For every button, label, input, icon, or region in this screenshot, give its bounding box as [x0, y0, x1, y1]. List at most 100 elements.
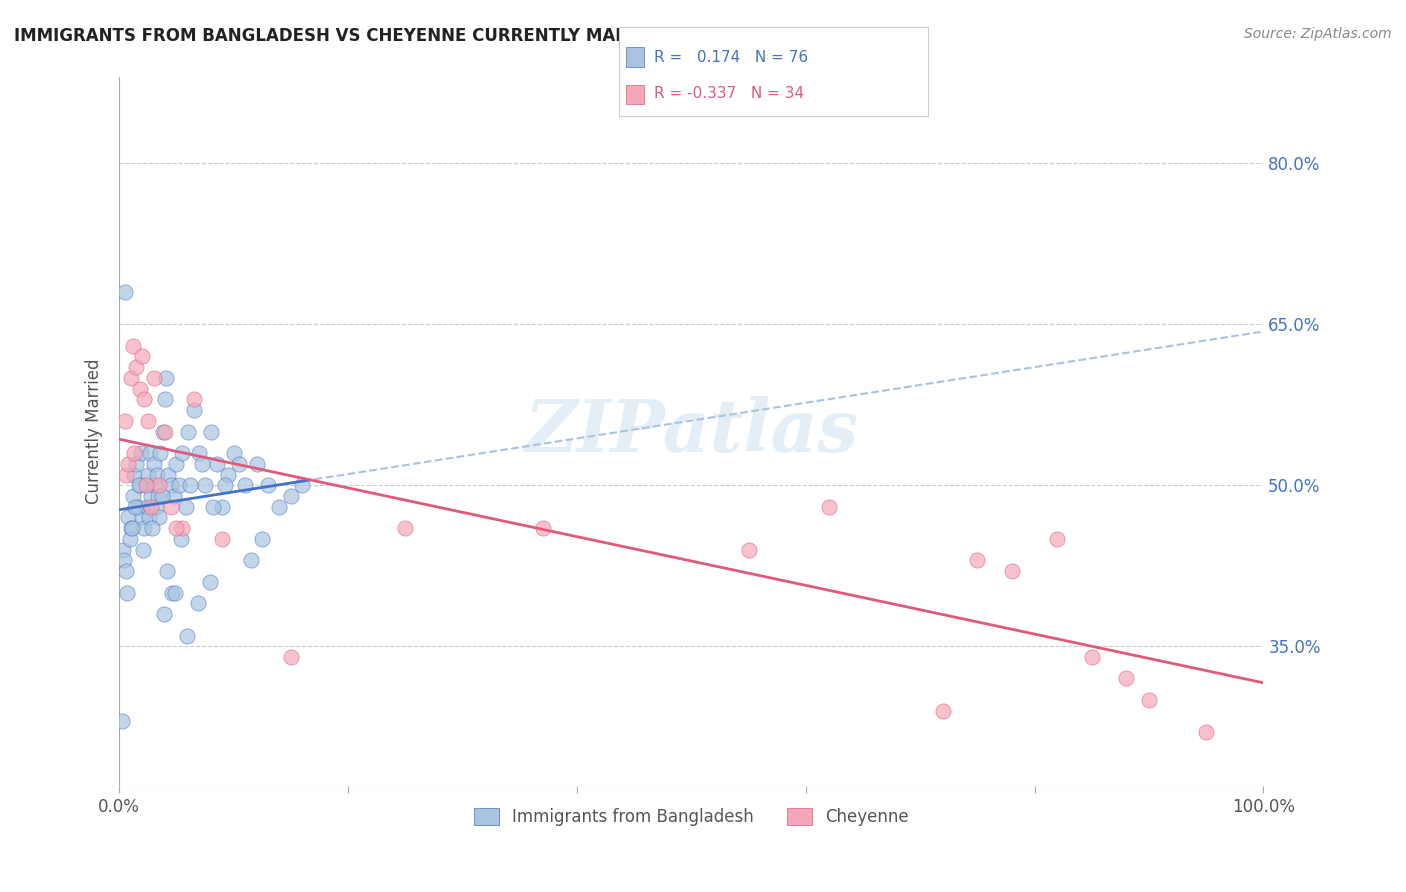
Point [245, 457, 267, 471]
Point [115, 564, 138, 578]
Point [179, 478, 201, 492]
Point [166, 457, 188, 471]
Text: Source: ZipAtlas.com: Source: ZipAtlas.com [1244, 27, 1392, 41]
Point [114, 414, 136, 428]
Point [1001, 564, 1024, 578]
Text: IMMIGRANTS FROM BANGLADESH VS CHEYENNE CURRENTLY MARRIED CORRELATION CHART: IMMIGRANTS FROM BANGLADESH VS CHEYENNE C… [14, 27, 877, 45]
Point [153, 425, 176, 439]
Point [120, 371, 142, 385]
Point [124, 500, 146, 514]
Point [125, 360, 148, 375]
Point [157, 467, 180, 482]
Point [139, 446, 162, 460]
Point [160, 585, 183, 599]
Point [135, 500, 157, 514]
Point [1115, 672, 1137, 686]
Point [233, 478, 256, 492]
Point [150, 489, 173, 503]
Point [214, 478, 236, 492]
Point [172, 446, 194, 460]
Y-axis label: Currently Married: Currently Married [86, 359, 103, 504]
Point [188, 446, 211, 460]
Text: R =   0.174   N = 76: R = 0.174 N = 76 [654, 51, 808, 65]
Point [153, 392, 176, 407]
Point [122, 339, 145, 353]
Point [131, 510, 153, 524]
Point [152, 425, 174, 439]
Point [148, 478, 170, 492]
Point [117, 585, 139, 599]
Point [183, 392, 205, 407]
Point [394, 521, 416, 535]
Point [132, 542, 155, 557]
Point [194, 478, 217, 492]
Point [136, 414, 159, 428]
Point [280, 489, 302, 503]
Point [143, 478, 166, 492]
Point [120, 521, 142, 535]
Point [141, 489, 163, 503]
Point [135, 478, 157, 492]
Point [239, 553, 262, 567]
Text: ZIPatlas: ZIPatlas [524, 396, 859, 467]
Point [128, 478, 150, 492]
Point [531, 521, 554, 535]
Point [149, 446, 172, 460]
Point [111, 542, 134, 557]
Point [1080, 650, 1102, 665]
Point [142, 457, 165, 471]
Point [176, 628, 198, 642]
Point [148, 510, 170, 524]
Point [142, 371, 165, 385]
Point [200, 425, 222, 439]
Point [817, 500, 839, 514]
Point [166, 521, 188, 535]
Point [129, 446, 152, 460]
Point [187, 596, 209, 610]
Point [228, 457, 250, 471]
Point [134, 521, 156, 535]
Point [252, 532, 274, 546]
Point [136, 467, 159, 482]
Point [131, 350, 153, 364]
Point [205, 457, 228, 471]
Point [146, 467, 169, 482]
Point [156, 564, 179, 578]
Point [159, 500, 181, 514]
Text: R = -0.337   N = 34: R = -0.337 N = 34 [654, 87, 804, 101]
Point [122, 467, 145, 482]
Point [1046, 532, 1069, 546]
Point [114, 285, 136, 299]
Point [165, 585, 187, 599]
Point [1137, 693, 1160, 707]
Point [122, 489, 145, 503]
Point [118, 532, 141, 546]
Point [115, 467, 138, 482]
Point [117, 510, 139, 524]
Point [122, 446, 145, 460]
Point [163, 489, 186, 503]
Point [110, 714, 132, 729]
Point [737, 542, 759, 557]
Point [141, 500, 163, 514]
Point [117, 457, 139, 471]
Point [211, 532, 233, 546]
Point [135, 478, 157, 492]
Point [269, 500, 291, 514]
Point [217, 467, 239, 482]
Point [125, 457, 148, 471]
Point [257, 478, 280, 492]
Point [159, 478, 181, 492]
Point [153, 607, 176, 621]
Point [222, 446, 245, 460]
Point [198, 574, 221, 589]
Point [172, 521, 194, 535]
Point [128, 382, 150, 396]
Point [280, 650, 302, 665]
Point [966, 553, 988, 567]
Point [177, 425, 200, 439]
Point [183, 403, 205, 417]
Legend: Immigrants from Bangladesh, Cheyenne: Immigrants from Bangladesh, Cheyenne [465, 799, 917, 834]
Point [211, 500, 233, 514]
Point [1195, 725, 1218, 739]
